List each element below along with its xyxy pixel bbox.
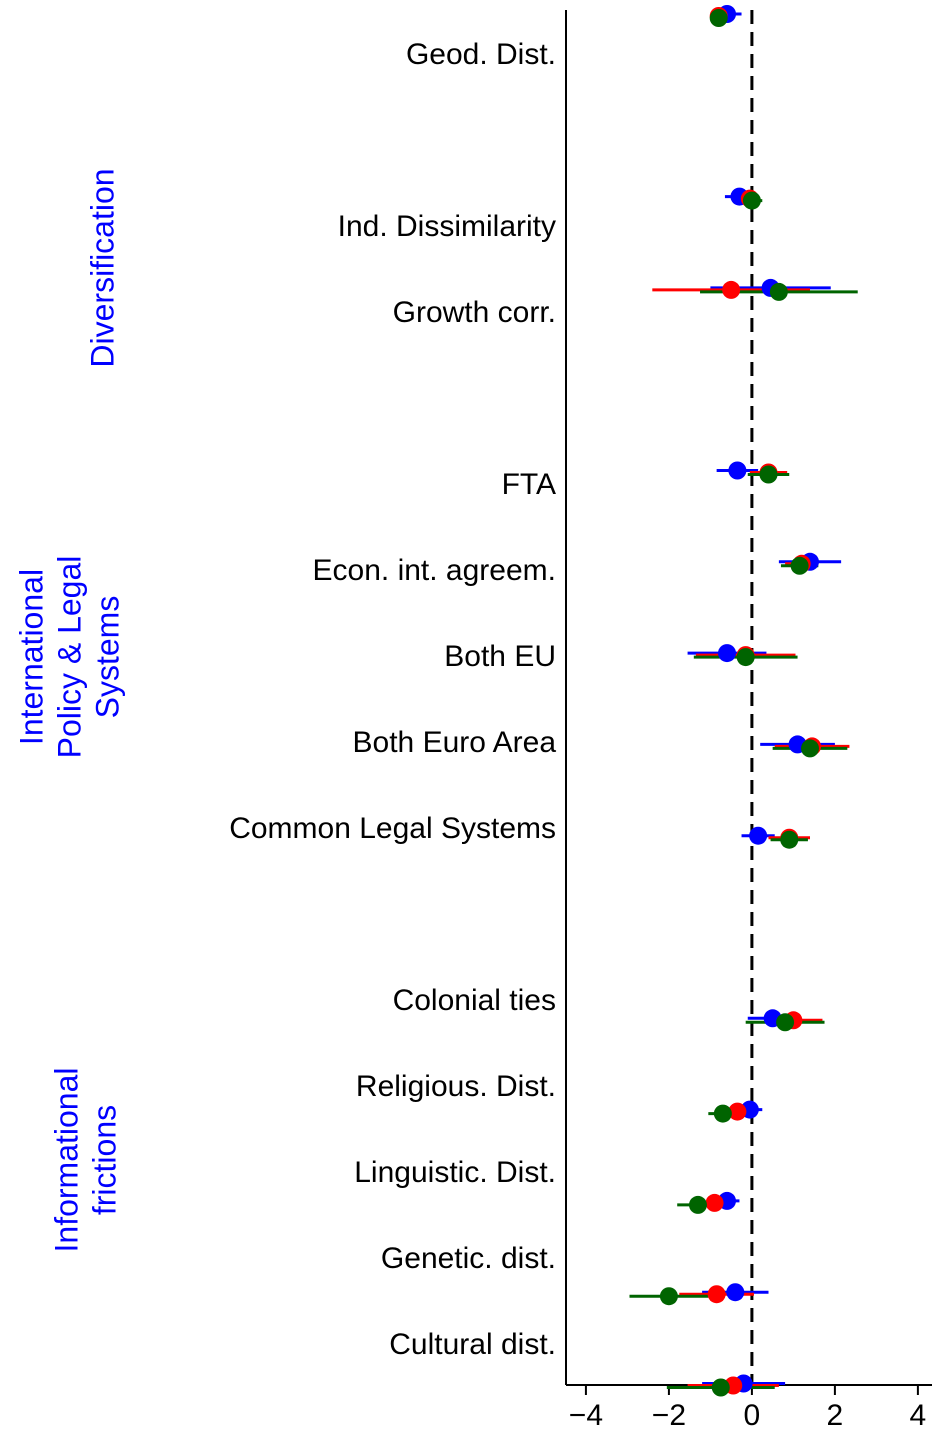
point: [728, 1102, 747, 1121]
x-tick-label: −4: [569, 1399, 603, 1432]
group-label: Informational: [48, 1068, 84, 1253]
point: [722, 280, 741, 299]
x-tick-label: −2: [652, 1399, 686, 1432]
point: [711, 1378, 730, 1397]
point: [707, 1285, 726, 1304]
category-label: Both EU: [444, 640, 556, 673]
point: [790, 556, 809, 575]
point: [776, 1013, 795, 1032]
group-label: Diversification: [84, 168, 120, 367]
point: [749, 826, 768, 845]
point: [728, 461, 747, 480]
category-label: Religious. Dist.: [356, 1070, 556, 1103]
point: [780, 830, 799, 849]
point: [736, 648, 755, 667]
group-label: Systems: [89, 596, 125, 719]
x-tick-label: 4: [910, 1399, 927, 1432]
point: [659, 1287, 678, 1306]
group-label: Policy & Legal: [51, 556, 87, 759]
point: [726, 1283, 745, 1302]
category-label: Growth corr.: [393, 296, 556, 329]
category-label: Ind. Dissimilarity: [338, 210, 556, 243]
category-label: Genetic. dist.: [381, 1242, 556, 1275]
category-label: Linguistic. Dist.: [354, 1156, 556, 1189]
point: [801, 739, 819, 758]
category-label: FTA: [502, 468, 556, 501]
category-label: Both Euro Area: [353, 726, 557, 759]
group-label: frictions: [86, 1105, 122, 1215]
x-tick-label: 0: [744, 1399, 761, 1432]
point: [709, 9, 728, 27]
point: [705, 1193, 724, 1212]
group-label: International: [13, 569, 49, 745]
category-label: Common Legal Systems: [229, 812, 556, 845]
category-label: Colonial ties: [393, 984, 556, 1017]
category-label: Econ. int. agreem.: [313, 554, 556, 587]
point: [713, 1104, 732, 1123]
point: [742, 191, 761, 210]
point: [718, 644, 737, 663]
category-label: Cultural dist.: [389, 1328, 556, 1361]
point: [769, 282, 788, 301]
point: [759, 465, 778, 484]
point: [688, 1195, 707, 1214]
x-tick-label: 2: [827, 1399, 844, 1432]
category-label: Geod. Dist.: [406, 38, 556, 71]
